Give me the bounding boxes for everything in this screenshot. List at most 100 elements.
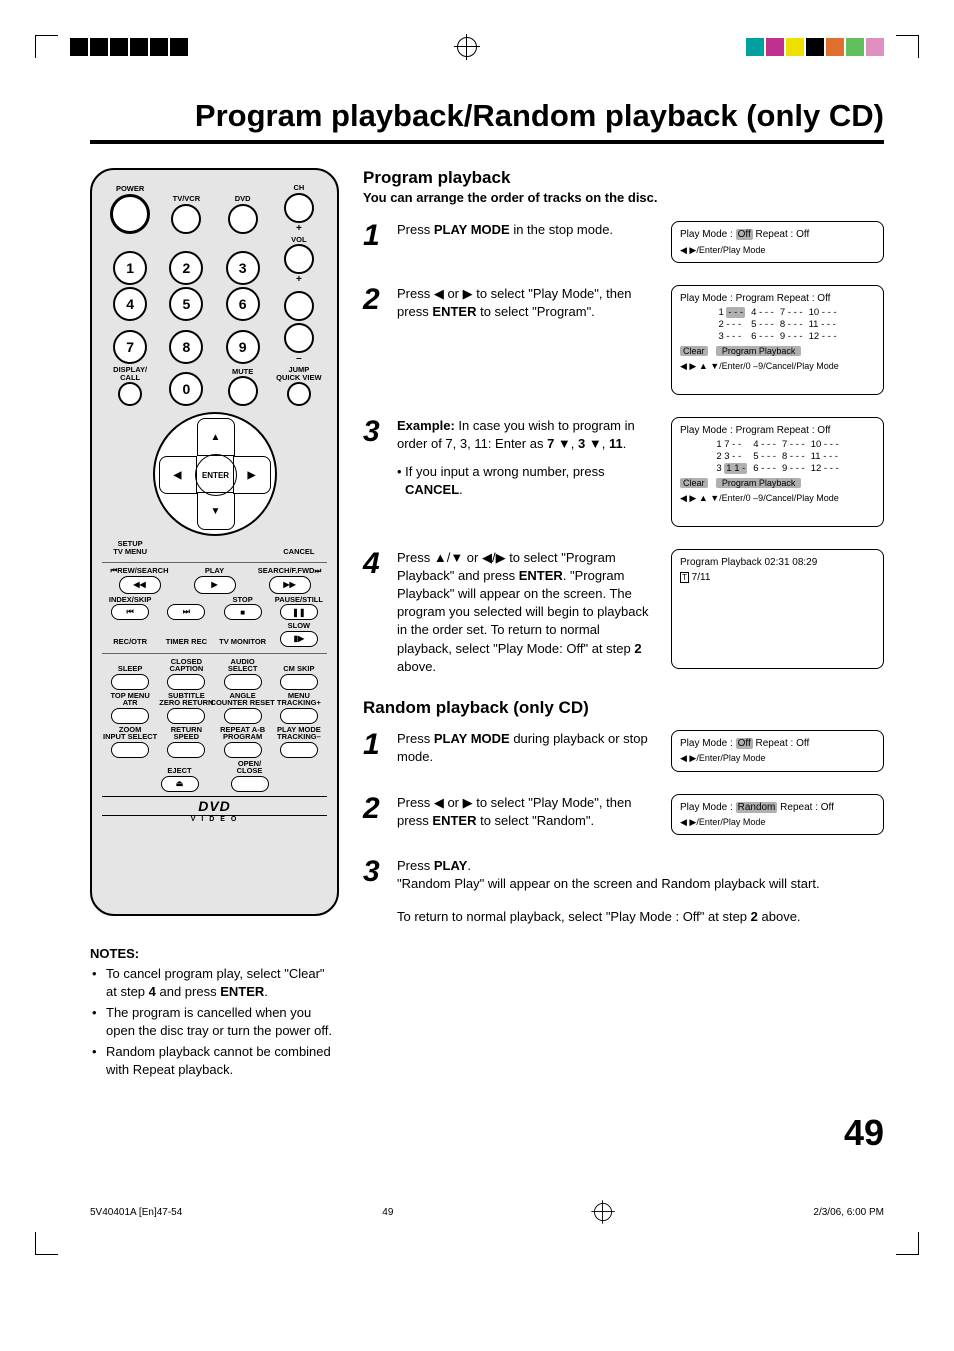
num-2: 2: [169, 251, 203, 285]
stop-button: ■: [224, 604, 262, 620]
cm-button: [280, 674, 318, 690]
return-label: RETURN SPEED: [171, 726, 202, 741]
registration-cross: [457, 37, 477, 57]
menu-label: MENU TRACKING+: [277, 692, 321, 707]
skip-fwd: ⏭: [167, 604, 205, 620]
notes-block: NOTES: To cancel program play, select "C…: [90, 946, 335, 1078]
note-item: The program is cancelled when you open t…: [106, 1004, 335, 1039]
registration-bottom: [0, 1222, 954, 1280]
jump-qv-label: JUMP QUICK VIEW: [276, 366, 321, 381]
playmode-button: [280, 742, 318, 758]
open-label: OPEN/ CLOSE: [237, 760, 263, 775]
program-step-1: 1 Press PLAY MODE in the stop mode. Play…: [363, 221, 884, 263]
vol-up: [284, 244, 314, 274]
tvmon-label: TV MONITOR: [219, 638, 266, 646]
crop-corner: [896, 1232, 919, 1255]
num-6: 6: [226, 287, 260, 321]
power-button: [110, 194, 150, 234]
screen-4: Program Playback 02:31 08:29 T 7/11: [671, 549, 884, 669]
dvd-label: DVD: [235, 195, 251, 203]
dpad-up: ▲: [197, 418, 235, 456]
program-step-4: 4 Press ▲/▼ or ◀/▶ to select "Program Pl…: [363, 549, 884, 676]
num-5: 5: [169, 287, 203, 321]
page-title: Program playback/Random playback (only C…: [90, 98, 884, 144]
zoom-button: [111, 742, 149, 758]
program-step-3: 3 Example: In case you wish to program i…: [363, 417, 884, 527]
mute-label: MUTE: [232, 368, 253, 376]
rew-label: ⏮REW/SEARCH: [110, 567, 168, 575]
pause-button: ❚❚: [280, 604, 318, 620]
num-9: 9: [226, 330, 260, 364]
open-button: [231, 776, 269, 792]
footer: 5V40401A [En]47-54 49 2/3/06, 6:00 PM: [0, 1194, 954, 1222]
num-0: 0: [169, 372, 203, 406]
index-label: INDEX/SKIP: [109, 596, 152, 604]
play-label: PLAY: [205, 567, 224, 575]
skip-back: ⏮: [111, 604, 149, 620]
fwd-button: ▶▶: [269, 576, 311, 594]
slow-label: SLOW: [288, 622, 311, 630]
video-label: V I D E O: [102, 816, 327, 823]
footer-file: 5V40401A [En]47-54: [90, 1207, 182, 1218]
power-label: POWER: [116, 185, 144, 193]
menu-button: [280, 708, 318, 724]
mute-button: [228, 376, 258, 406]
angle-label: ANGLE COUNTER RESET: [211, 692, 275, 707]
eject-button: ⏏: [161, 776, 199, 792]
jump-qv-button: [287, 382, 311, 406]
num-4: 4: [113, 287, 147, 321]
sub-label: SUBTITLE ZERO RETURN: [159, 692, 213, 707]
vol-label: VOL: [291, 236, 306, 244]
screen-6: Play Mode : Random Repeat : Off ◀ ▶/Ente…: [671, 794, 884, 836]
program-subheading: You can arrange the order of tracks on t…: [363, 190, 884, 205]
display-call-label: DISPLAY/ CALL: [113, 366, 147, 381]
program-step-2: 2 Press ◀ or ▶ to select "Play Mode", th…: [363, 285, 884, 395]
timer-label: TIMER REC: [166, 638, 207, 646]
eject-label: EJECT: [167, 767, 191, 775]
note-item: To cancel program play, select "Clear" a…: [106, 965, 335, 1000]
dpad: ▲ ▼ ◀ ▶ ENTER: [153, 412, 277, 536]
ch-down: [284, 291, 314, 321]
top-label: TOP MENU ATR: [110, 692, 149, 707]
sleep-button: [111, 674, 149, 690]
screen-1: Play Mode : Off Repeat : Off ◀ ▶/Enter/P…: [671, 221, 884, 263]
sub-button: [167, 708, 205, 724]
dvd-button: [228, 204, 258, 234]
enter-button: ENTER: [195, 454, 237, 496]
dpad-down: ▼: [197, 492, 235, 530]
crop-corner: [35, 1232, 58, 1255]
note-item: Random playback cannot be combined with …: [106, 1043, 335, 1078]
random-step-3: 3 Press PLAY. "Random Play" will appear …: [363, 857, 884, 926]
num-1: 1: [113, 251, 147, 285]
rec-label: REC/OTR: [113, 638, 147, 646]
rew-button: ◀◀: [119, 576, 161, 594]
repeat-button: [224, 742, 262, 758]
registration-cross: [594, 1203, 612, 1221]
sleep-label: SLEEP: [118, 665, 143, 673]
random-heading: Random playback (only CD): [363, 698, 884, 718]
footer-date: 2/3/06, 6:00 PM: [813, 1207, 884, 1218]
notes-header: NOTES:: [90, 946, 335, 961]
repeat-label: REPEAT A-B PROGRAM: [220, 726, 265, 741]
cm-label: CM SKIP: [283, 665, 314, 673]
cc-button: [167, 674, 205, 690]
slow-button: ▮▶: [280, 631, 318, 647]
setup-label: SETUP TV MENU: [113, 540, 147, 555]
tvvcr-label: TV/VCR: [173, 195, 201, 203]
angle-button: [224, 708, 262, 724]
cancel-label: CANCEL: [283, 548, 314, 556]
stop-label: STOP: [232, 596, 252, 604]
dpad-right: ▶: [233, 456, 271, 494]
return-button: [167, 742, 205, 758]
fwd-label: SEARCH/F.FWD⏭: [258, 567, 321, 575]
num-3: 3: [226, 251, 260, 285]
screen-5: Play Mode : Off Repeat : Off ◀ ▶/Enter/P…: [671, 730, 884, 772]
screen-3: Play Mode : Program Repeat : Off 1 7 - -…: [671, 417, 884, 527]
ch-label: CH: [293, 184, 304, 192]
footer-page: 49: [382, 1207, 393, 1218]
vol-down: [284, 323, 314, 353]
audio-button: [224, 674, 262, 690]
cc-label: CLOSED CAPTION: [170, 658, 204, 673]
display-call-button: [118, 382, 142, 406]
screen-2: Play Mode : Program Repeat : Off 1 - - -…: [671, 285, 884, 395]
